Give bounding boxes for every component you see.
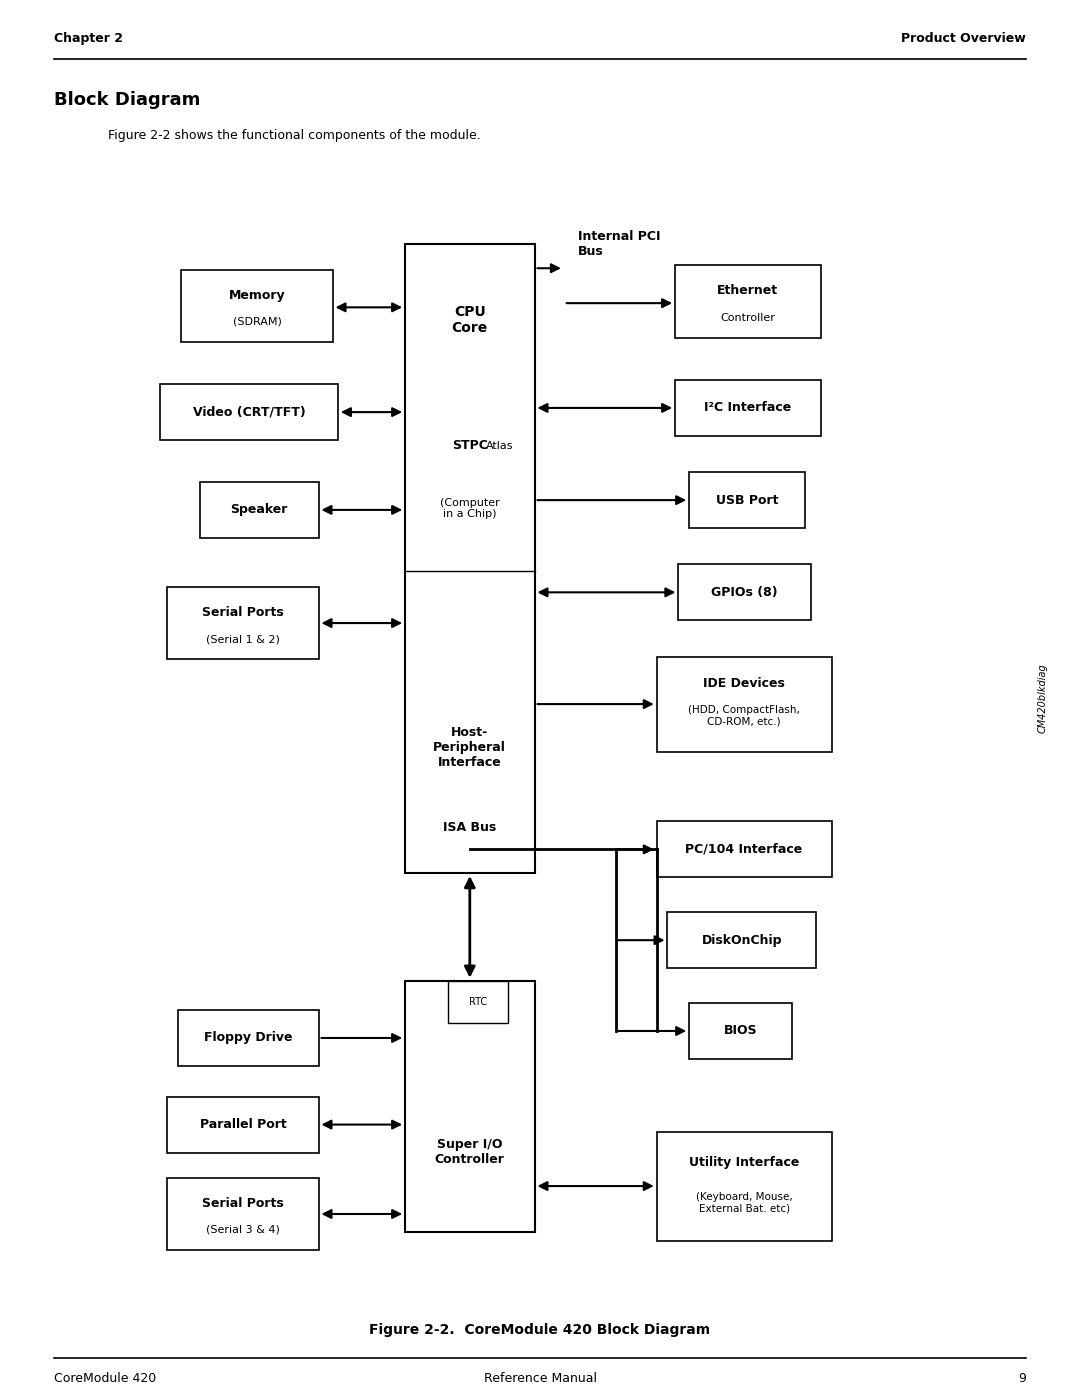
Text: Atlas: Atlas [486,440,514,451]
Bar [689,1003,792,1059]
Text: Reference Manual: Reference Manual [484,1372,596,1384]
Text: Block Diagram: Block Diagram [54,91,201,109]
Text: (SDRAM): (SDRAM) [232,317,282,327]
Text: STPC: STPC [451,439,488,453]
Text: Figure 2-2 shows the functional components of the module.: Figure 2-2 shows the functional componen… [108,129,481,141]
Text: PC/104 Interface: PC/104 Interface [686,842,802,856]
Text: Controller: Controller [720,313,775,323]
Text: Serial Ports: Serial Ports [202,1197,284,1210]
Bar [657,1132,832,1241]
Bar [405,244,535,873]
Text: DiskOnChip: DiskOnChip [702,933,782,947]
Text: RTC: RTC [469,996,487,1007]
Text: ISA Bus: ISA Bus [443,820,497,834]
Text: IDE Devices: IDE Devices [703,676,785,690]
Text: Memory: Memory [229,289,285,302]
Text: Super I/O
Controller: Super I/O Controller [435,1137,504,1165]
Text: I²C Interface: I²C Interface [704,401,792,415]
Text: Chapter 2: Chapter 2 [54,32,123,45]
Text: Floppy Drive: Floppy Drive [204,1031,293,1045]
Text: Speaker: Speaker [230,503,288,517]
Bar [657,657,832,752]
Text: CoreModule 420: CoreModule 420 [54,1372,157,1384]
Bar [657,821,832,877]
Bar [200,482,319,538]
Text: Parallel Port: Parallel Port [200,1118,286,1132]
Bar [167,1097,319,1153]
Text: Host-
Peripheral
Interface: Host- Peripheral Interface [433,726,507,768]
Text: 9: 9 [1018,1372,1026,1384]
Text: (HDD, CompactFlash,
CD-ROM, etc.): (HDD, CompactFlash, CD-ROM, etc.) [688,704,800,726]
Text: BIOS: BIOS [724,1024,757,1038]
Text: Ethernet: Ethernet [717,285,779,298]
Text: Video (CRT/TFT): Video (CRT/TFT) [192,405,306,419]
Text: Serial Ports: Serial Ports [202,606,284,619]
Bar [667,912,816,968]
Text: Internal PCI
Bus: Internal PCI Bus [578,231,660,258]
Bar [405,981,535,1232]
Text: Product Overview: Product Overview [901,32,1026,45]
Bar [181,270,333,342]
Bar [448,981,508,1023]
Bar [689,472,805,528]
Bar [167,1178,319,1250]
Bar [678,564,811,620]
Text: GPIOs (8): GPIOs (8) [712,585,778,599]
Text: CM420blkdiag: CM420blkdiag [1037,664,1048,733]
Text: (Computer
in a Chip): (Computer in a Chip) [440,497,500,520]
Bar [160,384,338,440]
Text: (Serial 3 & 4): (Serial 3 & 4) [206,1225,280,1235]
Text: (Serial 1 & 2): (Serial 1 & 2) [206,634,280,644]
Bar [178,1010,319,1066]
Bar [675,380,821,436]
Text: USB Port: USB Port [716,493,778,507]
Text: Utility Interface: Utility Interface [689,1155,799,1168]
Text: Figure 2-2.  CoreModule 420 Block Diagram: Figure 2-2. CoreModule 420 Block Diagram [369,1323,711,1337]
Text: CPU
Core: CPU Core [451,305,488,335]
Text: (Keyboard, Mouse,
External Bat. etc): (Keyboard, Mouse, External Bat. etc) [696,1192,793,1213]
Bar [167,587,319,659]
Bar [675,265,821,338]
